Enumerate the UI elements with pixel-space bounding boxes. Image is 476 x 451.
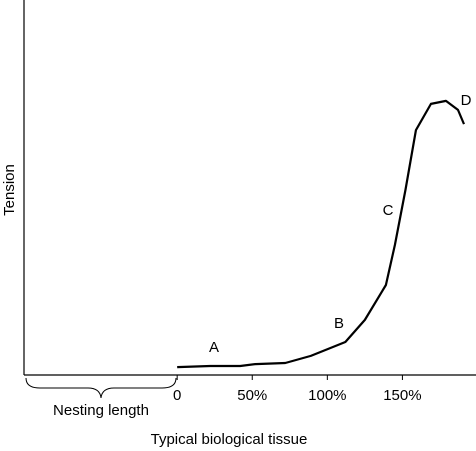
annotation: B xyxy=(334,315,344,332)
y-axis-label: Tension xyxy=(1,164,18,216)
annotation: A xyxy=(209,339,219,356)
x-tick-label: 50% xyxy=(237,387,267,404)
x-tick-label: 150% xyxy=(383,387,421,404)
bracket xyxy=(25,377,177,399)
x-axis-label: Typical biological tissue xyxy=(151,431,308,448)
annotation: C xyxy=(383,202,394,219)
annotation: D xyxy=(461,92,472,109)
bracket-label: Nesting length xyxy=(53,402,149,419)
x-tick-label: 100% xyxy=(308,387,346,404)
curve xyxy=(177,99,466,369)
x-tick-label: 0 xyxy=(173,387,181,404)
